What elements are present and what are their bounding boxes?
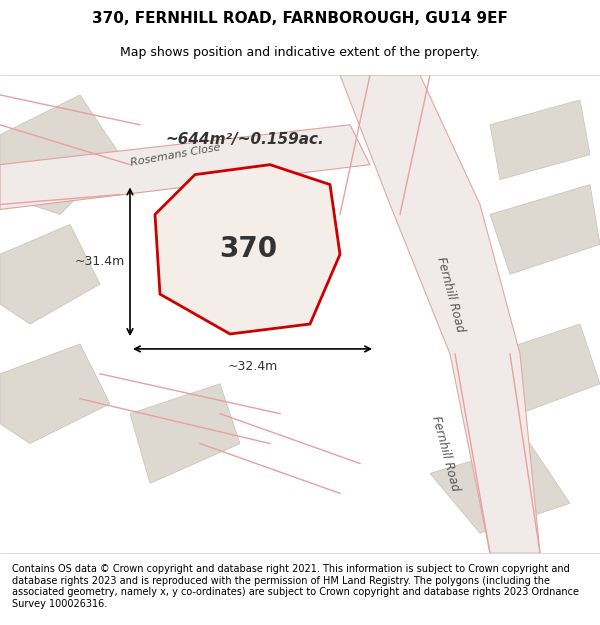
Polygon shape xyxy=(340,75,540,553)
Polygon shape xyxy=(0,95,120,214)
Polygon shape xyxy=(0,125,370,209)
Polygon shape xyxy=(0,224,100,324)
Text: Rosemans Close: Rosemans Close xyxy=(129,142,221,168)
Text: 370, FERNHILL ROAD, FARNBOROUGH, GU14 9EF: 370, FERNHILL ROAD, FARNBOROUGH, GU14 9E… xyxy=(92,11,508,26)
Polygon shape xyxy=(130,384,240,483)
Polygon shape xyxy=(490,184,600,274)
Text: Map shows position and indicative extent of the property.: Map shows position and indicative extent… xyxy=(120,46,480,59)
Text: ~31.4m: ~31.4m xyxy=(75,255,125,268)
Polygon shape xyxy=(490,100,590,179)
Polygon shape xyxy=(430,444,570,533)
Text: Contains OS data © Crown copyright and database right 2021. This information is : Contains OS data © Crown copyright and d… xyxy=(12,564,579,609)
Polygon shape xyxy=(155,164,340,334)
Text: Fernhill Road: Fernhill Road xyxy=(428,414,461,492)
Text: 370: 370 xyxy=(219,236,277,263)
Text: ~32.4m: ~32.4m xyxy=(227,361,278,373)
Text: ~644m²/~0.159ac.: ~644m²/~0.159ac. xyxy=(166,132,325,148)
Polygon shape xyxy=(490,324,600,414)
Text: Fernhill Road: Fernhill Road xyxy=(434,255,466,333)
Polygon shape xyxy=(0,344,110,444)
